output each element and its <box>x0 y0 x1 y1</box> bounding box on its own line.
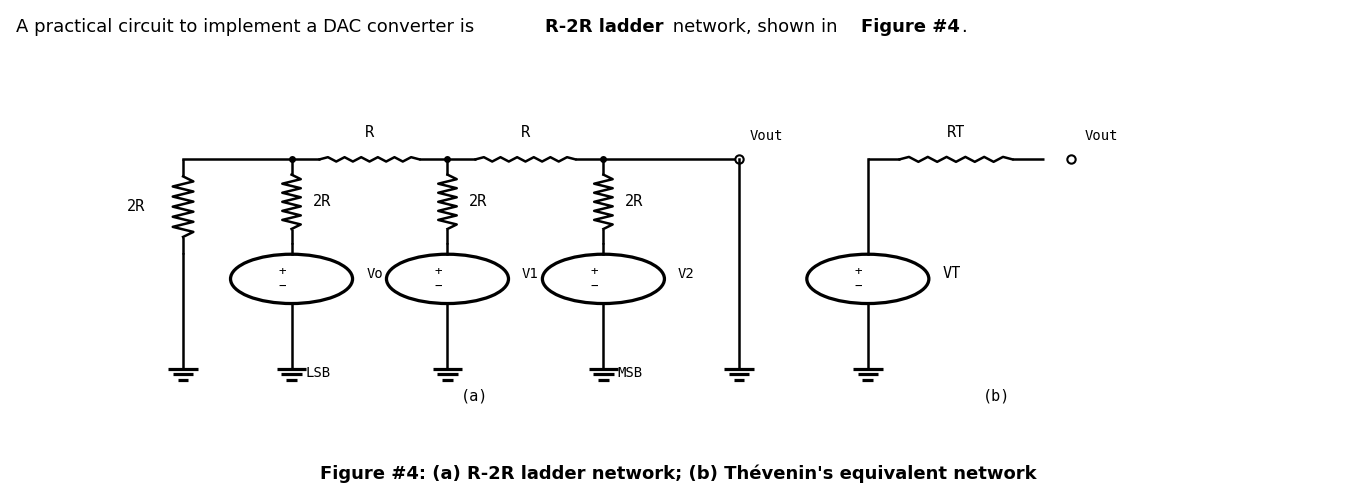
Text: R-2R ladder: R-2R ladder <box>545 18 663 36</box>
Text: (b): (b) <box>983 388 1010 403</box>
Text: +: + <box>854 264 862 277</box>
Text: 2R: 2R <box>313 194 331 209</box>
Text: 2R: 2R <box>625 194 643 209</box>
Text: V1: V1 <box>522 267 538 281</box>
Text: A practical circuit to implement a DAC converter is: A practical circuit to implement a DAC c… <box>16 18 480 36</box>
Text: Vout: Vout <box>750 129 784 143</box>
Text: LSB: LSB <box>305 366 331 380</box>
Text: Vo: Vo <box>366 267 382 281</box>
Text: Figure #4: Figure #4 <box>861 18 960 36</box>
Text: R: R <box>521 125 530 140</box>
Text: RT: RT <box>946 125 965 140</box>
Text: −: − <box>854 280 862 293</box>
Text: −: − <box>278 280 286 293</box>
Text: −: − <box>434 280 442 293</box>
Text: +: + <box>278 264 286 277</box>
Text: 2R: 2R <box>469 194 487 209</box>
Text: VT: VT <box>942 266 960 281</box>
Text: V2: V2 <box>678 267 694 281</box>
Text: network, shown in: network, shown in <box>667 18 843 36</box>
Text: 2R: 2R <box>127 199 145 214</box>
Text: +: + <box>434 264 442 277</box>
Text: R: R <box>365 125 374 140</box>
Text: −: − <box>590 280 598 293</box>
Text: MSB: MSB <box>617 366 643 380</box>
Text: +: + <box>590 264 598 277</box>
Text: (a): (a) <box>461 388 488 403</box>
Text: Vout: Vout <box>1085 129 1119 143</box>
Text: Figure #4: (a) R-2R ladder network; (b) Thévenin's equivalent network: Figure #4: (a) R-2R ladder network; (b) … <box>320 465 1036 483</box>
Text: .: . <box>960 18 967 36</box>
